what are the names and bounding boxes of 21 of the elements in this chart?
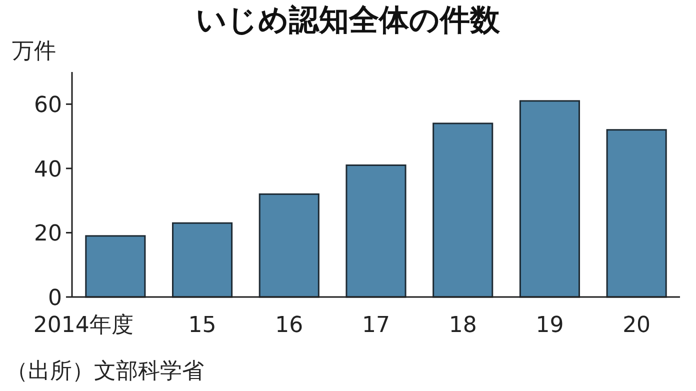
- y-tick-label: 40: [34, 157, 62, 182]
- bar: [85, 235, 146, 298]
- bar: [346, 164, 406, 298]
- x-tick-label: 2014年度: [33, 313, 134, 338]
- bar: [519, 100, 580, 298]
- y-tick-label: 0: [48, 286, 62, 311]
- chart-title: いじめ認知全体の件数: [196, 3, 501, 38]
- text: （出所）文部科学省: [6, 359, 204, 384]
- bar: [432, 122, 494, 298]
- x-tick-label: 15: [188, 313, 216, 338]
- bar: [258, 193, 320, 298]
- y-tick-label: 60: [34, 93, 62, 118]
- y-tick-label: 20: [34, 222, 62, 247]
- x-tick-label: 19: [536, 313, 564, 338]
- bar: [172, 222, 233, 298]
- y-axis-title: 万件: [12, 39, 56, 64]
- x-tick-label: 16: [275, 313, 304, 338]
- bar: [606, 129, 667, 298]
- x-tick-label: 18: [448, 313, 477, 338]
- x-tick-label: 20: [622, 313, 651, 338]
- x-tick-label: 17: [362, 313, 390, 338]
